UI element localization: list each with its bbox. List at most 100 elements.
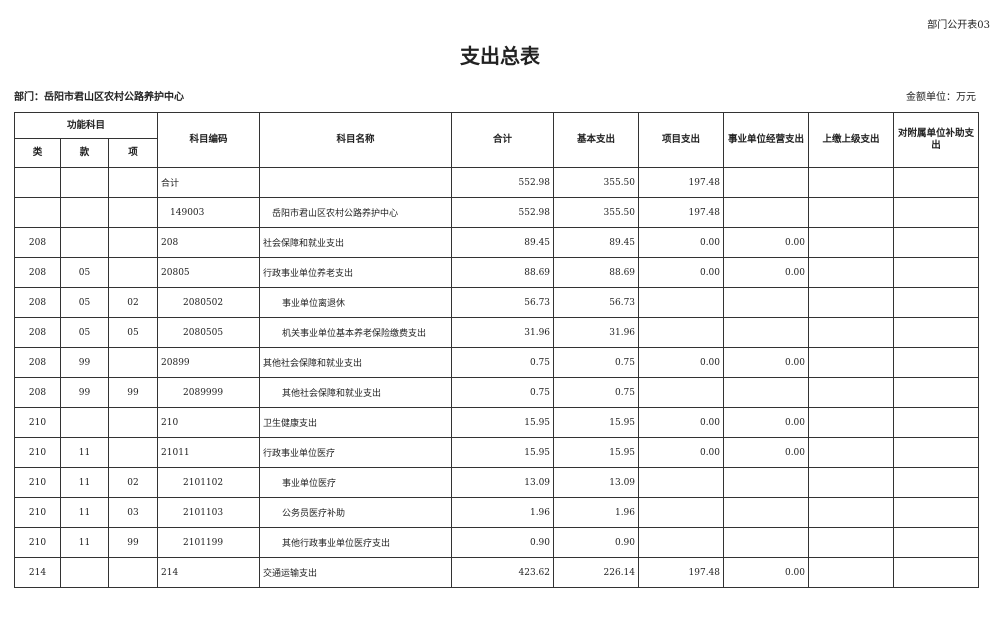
cell-kuan: 11 (60, 497, 109, 528)
cell-business: 0.00 (723, 227, 810, 258)
cell-xiang: 99 (107, 377, 159, 408)
cell-kuan: 05 (60, 287, 109, 318)
cell-project: 197.48 (638, 197, 725, 228)
cell-total: 89.45 (451, 227, 555, 258)
table-row: 208 99 99 2089999 其他社会保障和就业支出 0.75 0.75 (14, 377, 980, 408)
cell-business (723, 287, 810, 318)
expenditure-table: 功能科目 科目编码 科目名称 合计 基本支出 项目支出 事业单位经营支出 上缴上… (13, 112, 980, 588)
table-row: 208 05 05 2080505 机关事业单位基本养老保险缴费支出 31.96 31.96 (14, 317, 980, 348)
cell-upper (808, 527, 895, 558)
cell-basic: 355.50 (553, 167, 640, 198)
cell-subsidy (893, 377, 980, 408)
cell-lei: 208 (14, 227, 61, 258)
cell-total: 15.95 (451, 407, 555, 438)
cell-xiang (107, 227, 159, 258)
cell-kuan (60, 227, 109, 258)
cell-code: 208 (157, 227, 261, 258)
cell-total: 13.09 (451, 467, 555, 498)
cell-name (259, 167, 453, 198)
cell-xiang (107, 557, 159, 588)
cell-project: 0.00 (638, 227, 725, 258)
cell-upper (808, 287, 895, 318)
cell-xiang: 03 (107, 497, 159, 528)
cell-xiang (107, 167, 159, 198)
table-row: 208 208 社会保障和就业支出 89.45 89.45 0.00 0.00 (14, 227, 980, 258)
cell-basic: 1.96 (553, 497, 640, 528)
cell-code: 214 (157, 557, 261, 588)
table-row: 210 11 03 2101103 公务员医疗补助 1.96 1.96 (14, 497, 980, 528)
cell-lei: 208 (14, 287, 61, 318)
cell-xiang: 02 (107, 287, 159, 318)
header-total: 合计 (451, 112, 555, 168)
cell-name: 行政事业单位养老支出 (259, 257, 453, 288)
cell-total: 423.62 (451, 557, 555, 588)
cell-kuan: 11 (60, 527, 109, 558)
cell-code: 2089999 (157, 377, 261, 408)
cell-subsidy (893, 197, 980, 228)
cell-lei (14, 167, 61, 198)
cell-basic: 355.50 (553, 197, 640, 228)
cell-basic: 31.96 (553, 317, 640, 348)
table-row: 合计 552.98 355.50 197.48 (14, 167, 980, 198)
cell-subsidy (893, 347, 980, 378)
cell-name: 卫生健康支出 (259, 407, 453, 438)
table-row: 208 05 20805 行政事业单位养老支出 88.69 88.69 0.00 0.00 (14, 257, 980, 288)
cell-name: 其他社会保障和就业支出 (259, 377, 453, 408)
cell-total: 0.75 (451, 347, 555, 378)
cell-name: 交通运输支出 (259, 557, 453, 588)
cell-upper (808, 347, 895, 378)
table-row: 210 210 卫生健康支出 15.95 15.95 0.00 0.00 (14, 407, 980, 438)
cell-business (723, 317, 810, 348)
cell-basic: 15.95 (553, 437, 640, 468)
cell-upper (808, 317, 895, 348)
cell-lei: 208 (14, 257, 61, 288)
cell-code: 210 (157, 407, 261, 438)
cell-upper (808, 197, 895, 228)
cell-project (638, 377, 725, 408)
cell-kuan (60, 557, 109, 588)
department-label: 部门：岳阳市君山区农村公路养护中心 (14, 92, 184, 103)
header-subsidy: 对附属单位补助支出 (893, 112, 980, 168)
cell-upper (808, 557, 895, 588)
cell-lei: 208 (14, 377, 61, 408)
cell-xiang (107, 257, 159, 288)
cell-code: 2080502 (157, 287, 261, 318)
cell-xiang (107, 197, 159, 228)
cell-subsidy (893, 497, 980, 528)
cell-kuan: 11 (60, 437, 109, 468)
cell-kuan (60, 197, 109, 228)
cell-project (638, 527, 725, 558)
cell-total: 88.69 (451, 257, 555, 288)
cell-code: 21011 (157, 437, 261, 468)
cell-lei: 208 (14, 347, 61, 378)
cell-lei (14, 197, 61, 228)
unit-label: 金额单位：万元 (906, 92, 976, 103)
cell-kuan (60, 407, 109, 438)
header-lei: 类 (14, 138, 61, 168)
cell-name: 事业单位离退休 (259, 287, 453, 318)
cell-business (723, 197, 810, 228)
table-row: 208 05 02 2080502 事业单位离退休 56.73 56.73 (14, 287, 980, 318)
cell-xiang: 02 (107, 467, 159, 498)
cell-project: 0.00 (638, 407, 725, 438)
cell-xiang: 99 (107, 527, 159, 558)
cell-project: 197.48 (638, 557, 725, 588)
cell-name: 行政事业单位医疗 (259, 437, 453, 468)
cell-code: 149003 (157, 197, 261, 228)
cell-kuan: 11 (60, 467, 109, 498)
table-number-label: 部门公开表03 (927, 20, 990, 31)
cell-subsidy (893, 317, 980, 348)
table-row: 149003 岳阳市君山区农村公路养护中心 552.98 355.50 197.48 (14, 197, 980, 228)
cell-business (723, 377, 810, 408)
cell-upper (808, 167, 895, 198)
cell-code: 20805 (157, 257, 261, 288)
cell-subsidy (893, 557, 980, 588)
cell-basic: 13.09 (553, 467, 640, 498)
table-row: 210 11 21011 行政事业单位医疗 15.95 15.95 0.00 0.00 (14, 437, 980, 468)
cell-kuan: 05 (60, 257, 109, 288)
cell-project: 0.00 (638, 347, 725, 378)
cell-business: 0.00 (723, 347, 810, 378)
header-kuan: 款 (60, 138, 109, 168)
cell-basic: 0.75 (553, 377, 640, 408)
cell-business: 0.00 (723, 407, 810, 438)
